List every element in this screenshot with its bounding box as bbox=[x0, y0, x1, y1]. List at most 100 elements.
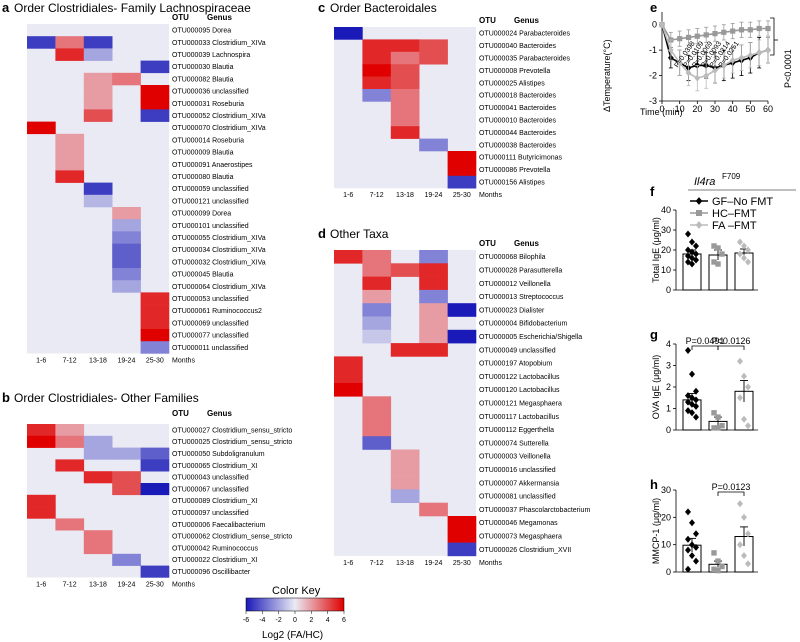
panel-a-heatmap-cell bbox=[83, 72, 113, 86]
panel-g-data-point bbox=[693, 413, 699, 421]
panel-a-heatmap-cell bbox=[140, 304, 170, 318]
panel-d-row-label: OTU000121 Megasphaera bbox=[479, 400, 562, 407]
legend-allele: F709 bbox=[722, 172, 741, 181]
panel-a-row-label: OTU000082 Blautia bbox=[172, 76, 234, 83]
panel-c-heatmap: c Order Bacteroidales OTU Genus OTU000024 … bbox=[318, 0, 571, 199]
panel-b-heatmap-cell bbox=[112, 447, 141, 460]
panel-a-row-label: OTU000099 Dorea bbox=[172, 211, 231, 218]
panel-e-point bbox=[685, 69, 692, 77]
panel-f-data-point bbox=[715, 245, 721, 251]
panel-b-letter: b bbox=[2, 390, 10, 405]
panel-g-y-tick-label: 4 bbox=[666, 339, 671, 349]
legend-marker bbox=[695, 221, 703, 229]
panel-b-row-label: OTU000025 Clostridium_sensu_stricto bbox=[172, 439, 292, 446]
panel-c-col-header-otu: OTU bbox=[479, 16, 496, 25]
panel-d-heatmap-cell bbox=[419, 250, 448, 264]
panel-d-heatmap-cell bbox=[334, 250, 363, 264]
panel-g-y-tick-label: 1 bbox=[666, 404, 671, 414]
panel-h-y-tick-label: 0 bbox=[666, 567, 671, 577]
panel-h-data-point bbox=[689, 519, 695, 527]
panel-d-heatmap-cell bbox=[419, 502, 448, 517]
panel-g-data-point bbox=[685, 407, 691, 415]
panel-f-data-point bbox=[745, 258, 751, 266]
panel-d-heatmap-cell bbox=[419, 289, 448, 304]
panel-c-heatmap-cell bbox=[390, 89, 420, 102]
panel-c-heatmap-cell bbox=[362, 89, 392, 102]
panel-f-data-point bbox=[715, 261, 721, 267]
panel-c-col-label: 25-30 bbox=[453, 192, 471, 199]
panel-d-heatmap-cell bbox=[362, 289, 392, 304]
panel-d-heatmap-cell bbox=[362, 303, 392, 317]
panel-b-col-header-otu: OTU bbox=[172, 409, 189, 418]
panel-d-heatmap-cell bbox=[390, 449, 420, 464]
panel-a-row-label: OTU000036 unclassified bbox=[172, 89, 249, 96]
panel-e-x-tick-label: 60 bbox=[763, 104, 773, 114]
panel-c-row-label: OTU000024 Parabacteroides bbox=[479, 31, 571, 38]
panel-e-point bbox=[729, 56, 736, 64]
panel-c-heatmap-cell bbox=[419, 39, 448, 53]
panel-b-heatmap-cell bbox=[112, 553, 141, 566]
panel-e-point bbox=[756, 25, 762, 32]
panel-a-heatmap-cell bbox=[83, 85, 113, 98]
panel-c-row-label: OTU000035 Parabacteroides bbox=[479, 56, 571, 63]
panel-a-row-label: OTU000055 Clostridium_XIVa bbox=[172, 235, 266, 242]
panel-g-y-tick-label: 3 bbox=[666, 361, 671, 371]
panel-h-data-point bbox=[685, 546, 691, 554]
panel-a-row-label: OTU000045 Blautia bbox=[172, 272, 234, 279]
panel-h-data-point bbox=[693, 543, 699, 551]
panel-e-point bbox=[668, 46, 674, 54]
panel-d-row-label: OTU000016 unclassified bbox=[479, 467, 556, 474]
panel-a-xlabel: Months bbox=[172, 357, 195, 364]
panel-e-xlabel: Time (min) bbox=[640, 107, 683, 117]
panel-h-data-point bbox=[711, 566, 717, 572]
color-key-xlabel: Log2 (FA/HC) bbox=[262, 630, 323, 641]
panel-h-data-point bbox=[719, 563, 725, 570]
panel-f-y-tick-label: 40 bbox=[661, 205, 671, 215]
panel-c-heatmap-cell bbox=[362, 64, 392, 77]
panel-g-comparison-bracket bbox=[691, 345, 719, 350]
panel-e-y-tick-label: -3 bbox=[649, 96, 657, 106]
panel-d-heatmap-cell bbox=[447, 329, 477, 344]
panel-e-point bbox=[659, 21, 665, 29]
panel-g-data-point bbox=[719, 423, 725, 429]
panel-h-data-point bbox=[685, 565, 691, 573]
panel-d-heatmap-cell bbox=[362, 396, 392, 410]
panel-b-row-label: OTU000042 Ruminococcus bbox=[172, 545, 258, 552]
panel-a-heatmap-cell bbox=[83, 109, 113, 122]
panel-d-col-label: 13-18 bbox=[396, 560, 414, 567]
panel-b-xlabel: Months bbox=[172, 581, 195, 588]
panel-e-bracket bbox=[770, 17, 775, 56]
panel-a-row-label: OTU000053 unclassified bbox=[172, 296, 249, 303]
panel-d-heatmap-cell bbox=[362, 422, 392, 437]
panel-b-title: Order Clostridiales- Other Families bbox=[14, 391, 199, 405]
panel-d-heatmap-cell bbox=[334, 383, 363, 397]
panel-a-heatmap-cell bbox=[55, 133, 85, 147]
panel-e-x-tick-label: 30 bbox=[710, 104, 720, 114]
panel-g-data-point bbox=[693, 402, 699, 410]
panel-h-data-point bbox=[715, 558, 721, 564]
panel-a-row-label: OTU000030 Blautia bbox=[172, 64, 234, 71]
panel-d-xlabel: Months bbox=[479, 560, 502, 567]
panel-b-col-label: 19-24 bbox=[117, 581, 135, 588]
panel-b-heatmap-cell bbox=[27, 506, 56, 519]
panel-c-heatmap-cell bbox=[419, 138, 448, 152]
panel-g-data-point bbox=[715, 414, 721, 420]
panel-g-data-point bbox=[741, 372, 747, 380]
panel-c-heatmap-cell bbox=[334, 27, 363, 40]
panel-f-y-tick-label: 20 bbox=[661, 245, 671, 255]
panel-d-row-label: OTU000073 Megasphaera bbox=[479, 533, 562, 540]
panel-c-heatmap-cell bbox=[447, 151, 477, 164]
panel-h-comparison-pvalue: P=0.0123 bbox=[712, 482, 751, 492]
panel-e-x-tick-label: 40 bbox=[728, 104, 738, 114]
panel-d-col-label: 25-30 bbox=[453, 560, 471, 567]
panel-b-heatmap-cell bbox=[55, 459, 85, 472]
panel-a-row-label: OTU000052 Clostridium_XIVa bbox=[172, 113, 266, 120]
panel-a-heatmap-cell bbox=[55, 36, 85, 49]
panel-d-row-label: OTU000122 Lactobacillus bbox=[479, 374, 560, 381]
panel-a-title: Order Clostridiales- Family Lachnospirac… bbox=[14, 1, 251, 15]
panel-c-heatmap-cell bbox=[362, 39, 392, 53]
panel-d-row-label: OTU000007 Akkermansia bbox=[479, 480, 559, 487]
panel-e-point bbox=[756, 49, 762, 57]
